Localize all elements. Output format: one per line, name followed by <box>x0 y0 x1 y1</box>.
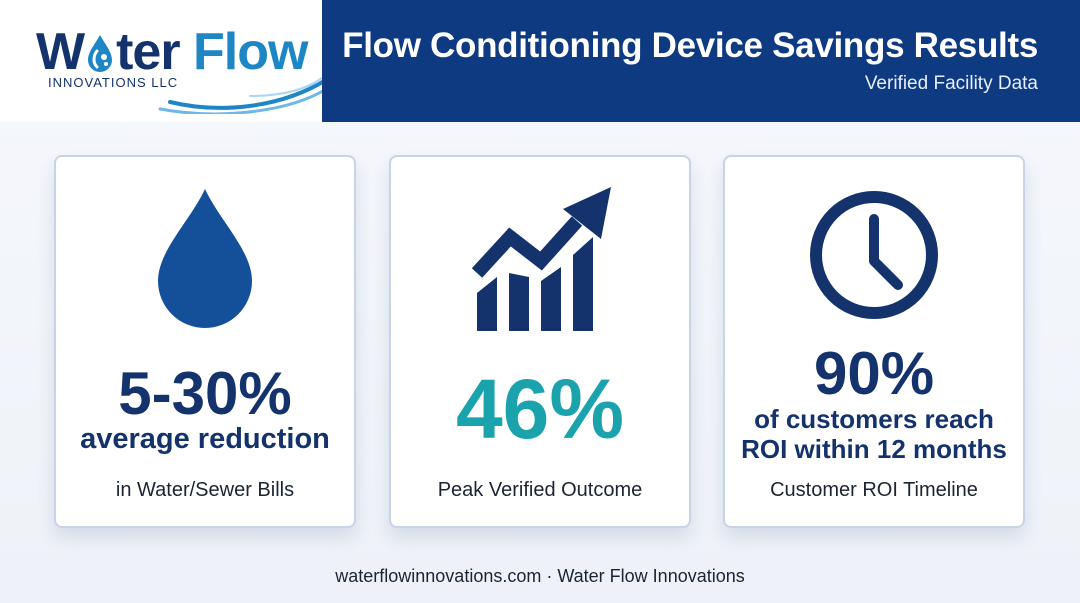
stat-label-line1: of customers reach <box>754 404 994 434</box>
growth-chart-icon <box>471 187 611 331</box>
logo-wordmark: W ter Flow <box>36 23 308 81</box>
company-logo[interactable]: W ter Flow INNOVATIONS LLC <box>30 20 330 114</box>
footer-text: waterflowinnovations.com · Water Flow In… <box>335 566 745 586</box>
stat-card-peak-outcome: 46% Peak Verified Outcome <box>389 155 691 528</box>
stat-caption: in Water/Sewer Bills <box>115 479 295 501</box>
water-drop-icon <box>84 32 116 74</box>
page-subtitle: Verified Facility Data <box>864 73 1038 94</box>
stat-label-line2: ROI within 12 months <box>741 434 1007 464</box>
water-drop-icon <box>158 189 252 328</box>
stat-value: 90% <box>813 340 935 407</box>
clock-icon <box>810 191 938 319</box>
logo-word-ter: ter <box>116 23 180 81</box>
stat-value: 46% <box>455 362 625 456</box>
header: W ter Flow INNOVATIONS LLC Flow Conditio… <box>0 0 1080 122</box>
stat-value: 5-30% <box>118 360 292 427</box>
wave-icon <box>158 77 330 114</box>
logo-word-flow: Flow <box>193 23 308 81</box>
stat-caption: Peak Verified Outcome <box>437 479 643 501</box>
stat-card-bill-reduction: 5-30% average reduction in Water/Sewer B… <box>54 155 356 528</box>
stat-caption: Customer ROI Timeline <box>770 479 978 501</box>
stat-card-roi: 90% of customers reach ROI within 12 mon… <box>723 155 1025 528</box>
page-title: Flow Conditioning Device Savings Results <box>342 26 1038 65</box>
stat-label: average reduction <box>80 423 330 455</box>
logo-tagline: INNOVATIONS LLC <box>48 75 179 90</box>
title-banner: Flow Conditioning Device Savings Results… <box>322 0 1080 122</box>
logo-letter-w: W <box>36 23 85 81</box>
